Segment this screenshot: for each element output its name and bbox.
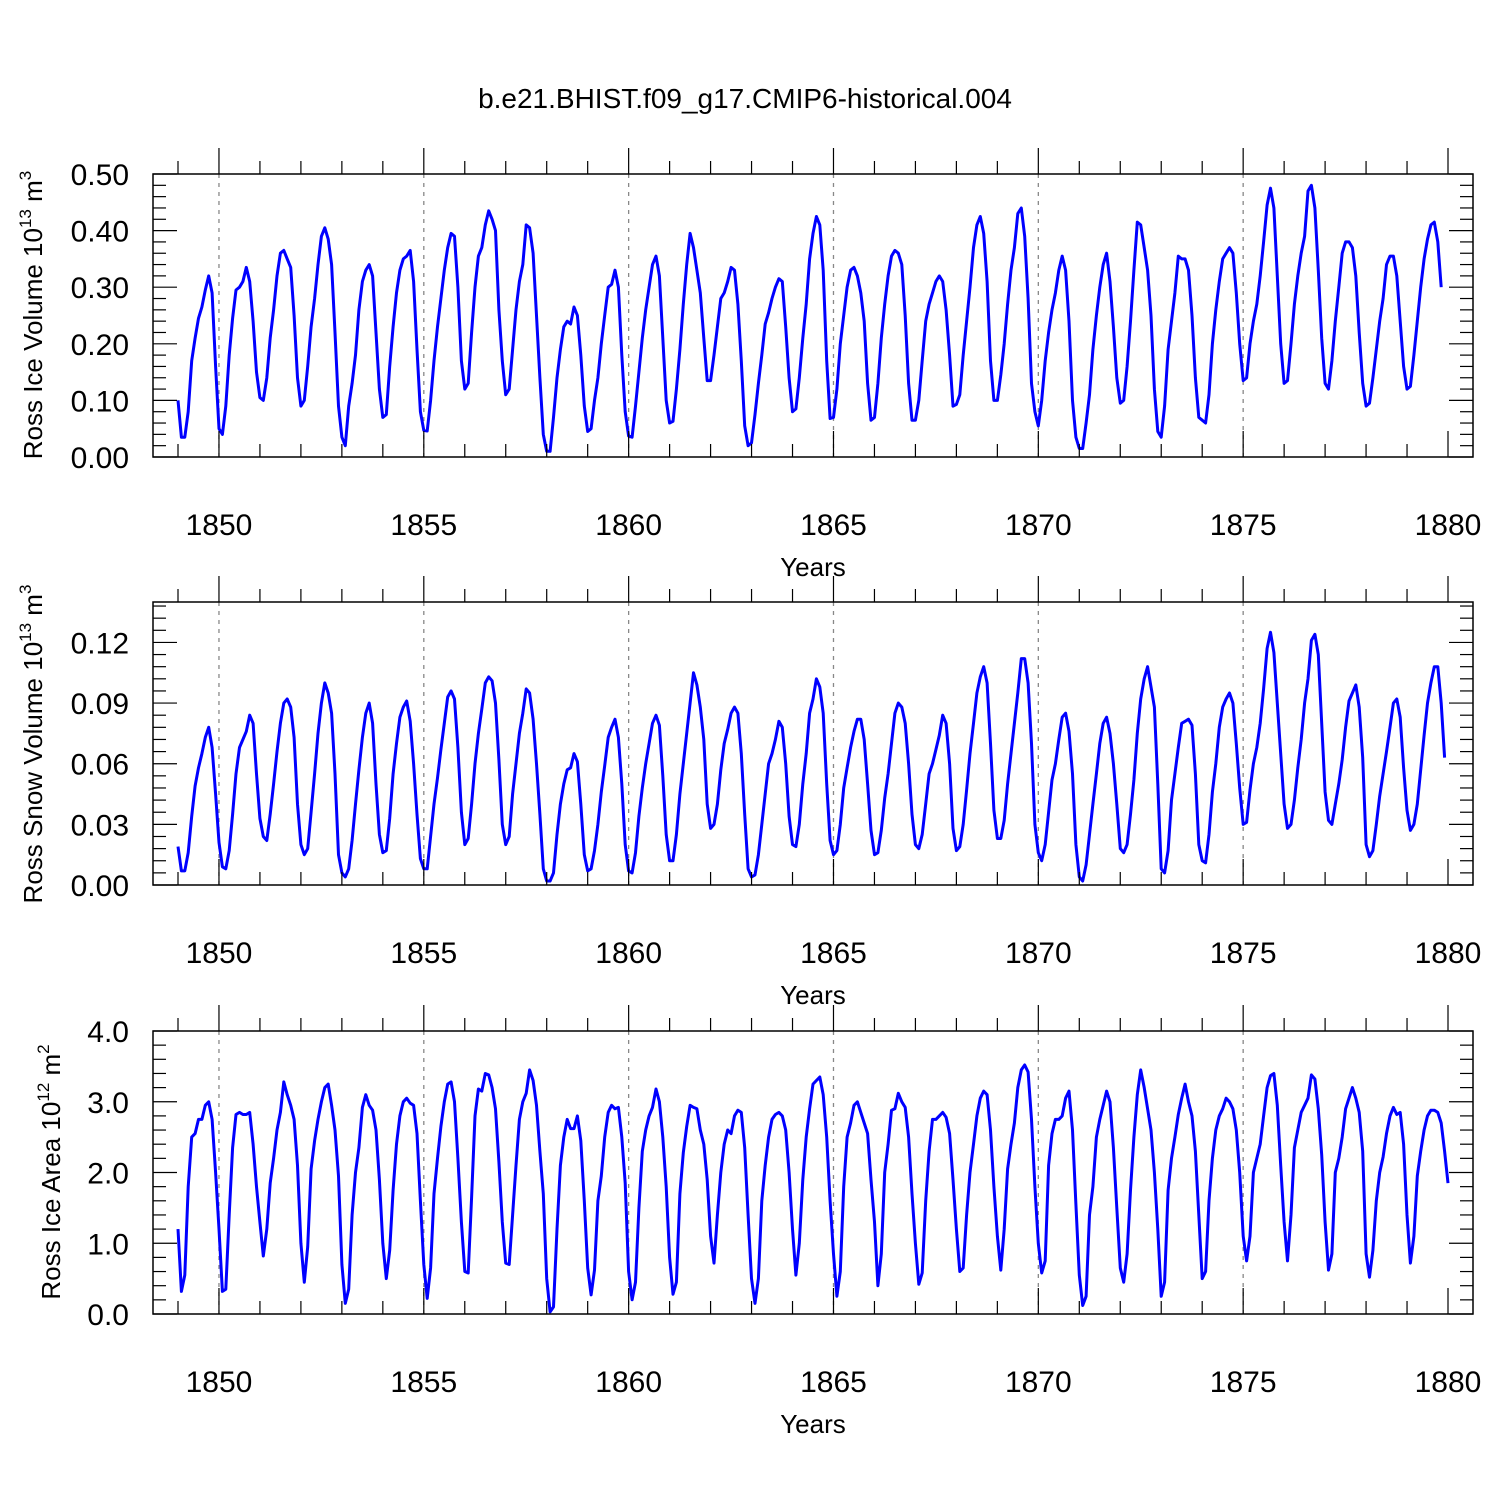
xtick-label-ice-area-3: 1865 xyxy=(800,1366,867,1399)
ylabel-ice-area: Ross Ice Area 1012 m2 xyxy=(34,1044,66,1299)
ytick-label-snow-volume-2: 0.06 xyxy=(71,749,129,782)
plot-frame-snow-volume xyxy=(152,601,1474,886)
ytick-label-ice-area-0: 0.0 xyxy=(87,1299,129,1332)
series-line-ice-area xyxy=(176,1063,1450,1314)
plot-frame-ice-volume xyxy=(152,173,1474,458)
xtick-label-snow-volume-0: 1850 xyxy=(186,937,253,970)
ytick-label-ice-area-1: 1.0 xyxy=(87,1228,129,1261)
xtick-label-snow-volume-1: 1855 xyxy=(390,937,457,970)
xtick-label-ice-volume-4: 1870 xyxy=(1005,509,1072,542)
ytick-label-ice-volume-4: 0.40 xyxy=(71,216,129,249)
xlabel-ice-area: Years xyxy=(780,1409,846,1439)
xtick-label-ice-area-1: 1855 xyxy=(390,1366,457,1399)
plot-snow-volume: 0.00 0.03 0.06 0.09 0.12 1850 1855 1860 1865 1870… xyxy=(71,576,1482,970)
ytick-label-ice-volume-5: 0.50 xyxy=(71,159,129,192)
xtick-label-snow-volume-4: 1870 xyxy=(1005,937,1072,970)
series-line-ice-volume xyxy=(176,183,1443,453)
xtick-label-snow-volume-2: 1860 xyxy=(595,937,662,970)
xtick-label-ice-volume-6: 1880 xyxy=(1415,509,1482,542)
ytick-label-ice-volume-1: 0.10 xyxy=(71,385,129,418)
ytick-label-snow-volume-0: 0.00 xyxy=(71,870,129,903)
ytick-label-snow-volume-4: 0.12 xyxy=(71,627,129,660)
xtick-label-ice-volume-5: 1875 xyxy=(1210,509,1277,542)
xtick-label-ice-area-6: 1880 xyxy=(1415,1366,1482,1399)
plot-ice-area: 0.0 1.0 2.0 3.0 4.0 1850 1855 1860 1865 1870 1875 1… xyxy=(87,1005,1481,1399)
ytick-label-ice-volume-2: 0.20 xyxy=(71,329,129,362)
xtick-label-ice-area-5: 1875 xyxy=(1210,1366,1277,1399)
xtick-label-snow-volume-6: 1880 xyxy=(1415,937,1482,970)
xtick-label-ice-volume-0: 1850 xyxy=(186,509,253,542)
xtick-label-ice-volume-2: 1860 xyxy=(595,509,662,542)
xlabel-ice-volume: Years xyxy=(780,552,846,582)
ytick-label-ice-area-2: 2.0 xyxy=(87,1158,129,1191)
panel-snow-volume: Ross Snow Volume 1013 m3 Years xyxy=(16,585,846,1010)
ytick-label-snow-volume-1: 0.03 xyxy=(71,809,129,842)
ylabel-snow-volume: Ross Snow Volume 1013 m3 xyxy=(16,585,48,904)
plot-ice-volume: 0.00 0.10 0.20 0.30 0.40 0.50 1850 1855 1860 1865… xyxy=(71,148,1482,542)
ytick-label-ice-volume-0: 0.00 xyxy=(71,442,129,475)
xtick-label-ice-area-4: 1870 xyxy=(1005,1366,1072,1399)
xtick-label-snow-volume-3: 1865 xyxy=(800,937,867,970)
ytick-label-ice-area-4: 4.0 xyxy=(87,1016,129,1049)
xtick-label-ice-area-0: 1850 xyxy=(186,1366,253,1399)
ytick-label-ice-area-3: 3.0 xyxy=(87,1087,129,1120)
xtick-label-snow-volume-5: 1875 xyxy=(1210,937,1277,970)
xtick-label-ice-area-2: 1860 xyxy=(595,1366,662,1399)
figure-title: b.e21.BHIST.f09_g17.CMIP6-historical.004 xyxy=(478,83,1012,114)
panel-ice-volume: Ross Ice Volume 1013 m3 Years xyxy=(16,171,846,582)
ylabel-ice-volume: Ross Ice Volume 1013 m3 xyxy=(16,171,48,460)
xlabel-snow-volume: Years xyxy=(780,980,846,1010)
xtick-label-ice-volume-3: 1865 xyxy=(800,509,867,542)
ytick-label-ice-volume-3: 0.30 xyxy=(71,272,129,305)
xtick-label-ice-volume-1: 1855 xyxy=(390,509,457,542)
ytick-label-snow-volume-3: 0.09 xyxy=(71,688,129,721)
panel-ice-area: Ross Ice Area 1012 m2 Years xyxy=(34,1044,846,1439)
series-line-snow-volume xyxy=(176,630,1447,883)
